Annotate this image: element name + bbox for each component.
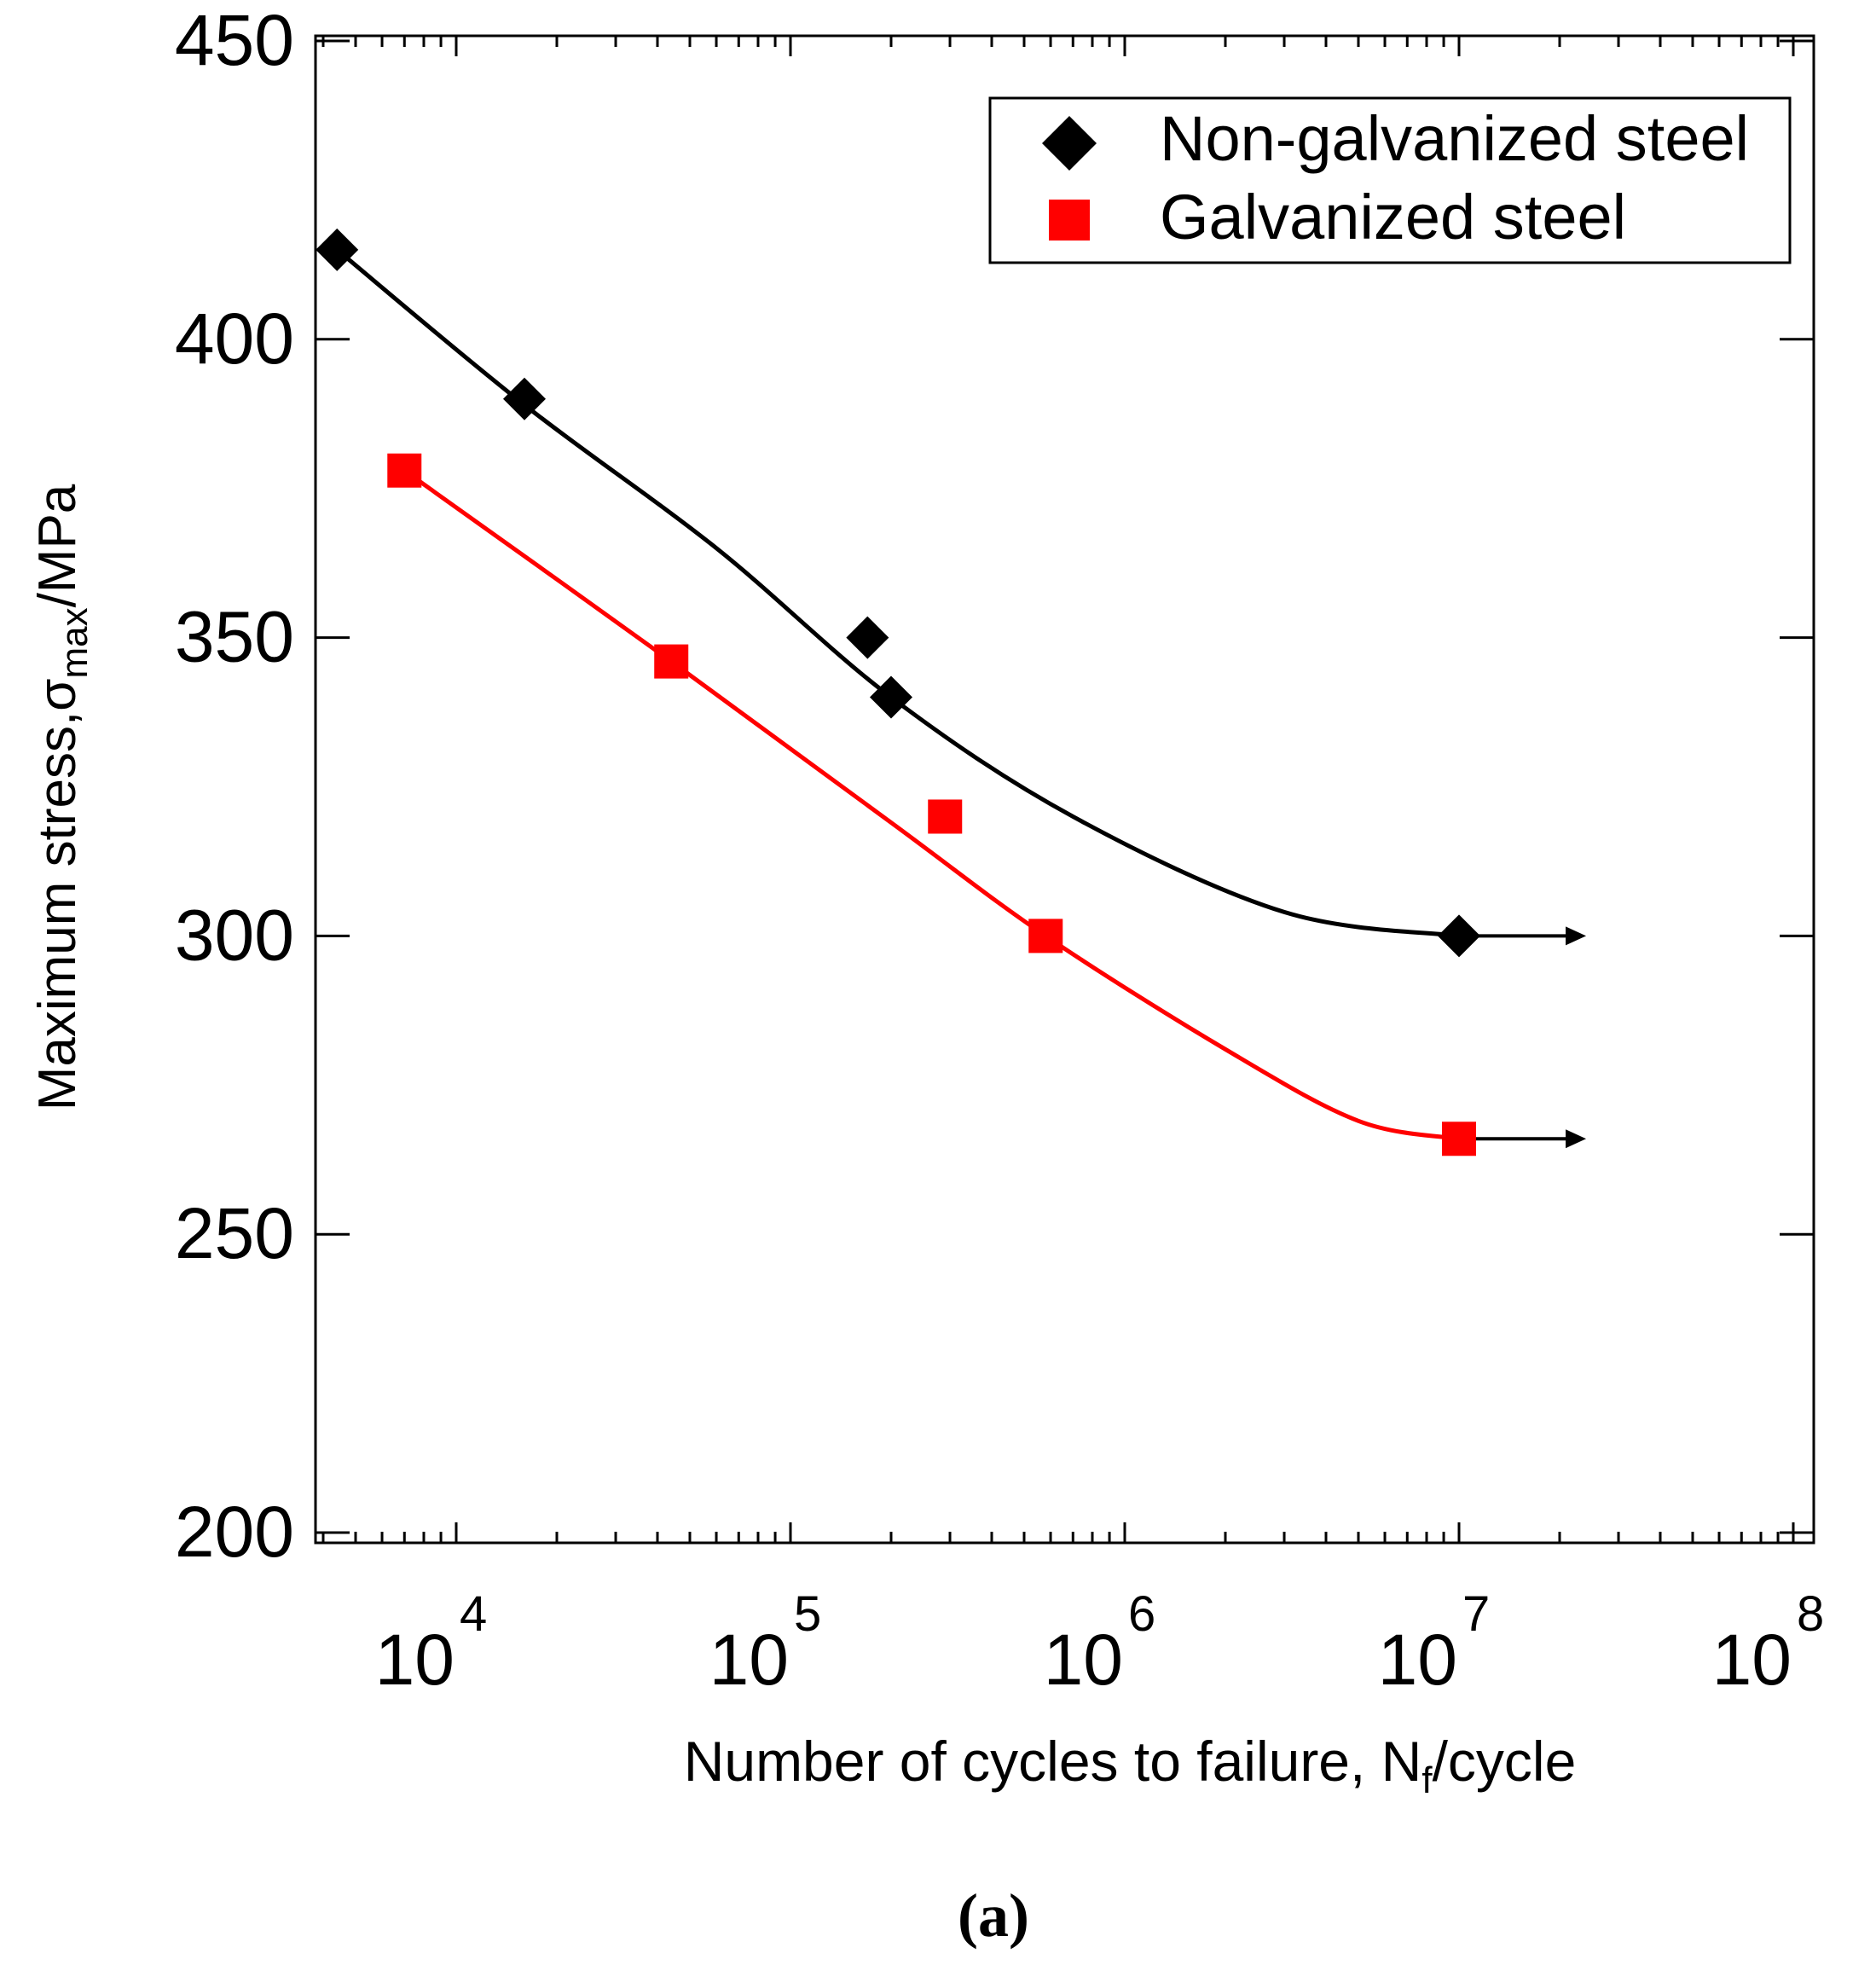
legend-label-non-galvanized: Non-galvanized steel <box>1160 103 1749 174</box>
data-point-galvanized <box>928 799 963 834</box>
legend-diamond-icon <box>1042 116 1097 171</box>
x-tick-label-base: 10 <box>1378 1620 1457 1700</box>
runout-arrows <box>1459 926 1587 1149</box>
y-tick-label: 300 <box>175 895 294 975</box>
panel-label: (a) <box>958 1881 1029 1950</box>
y-tick-label: 350 <box>175 597 294 677</box>
legend-box <box>988 96 1792 264</box>
data-points <box>316 228 1480 1156</box>
data-point-non-galvanized <box>870 675 913 719</box>
x-tick-label-base: 10 <box>375 1620 455 1700</box>
x-tick-label-exponent: 6 <box>1128 1586 1155 1642</box>
runout-arrowhead <box>1566 1129 1587 1149</box>
data-point-non-galvanized <box>503 377 547 420</box>
fit-curve-non-galvanized <box>335 247 1460 938</box>
x-tick-label-base: 10 <box>1044 1620 1123 1700</box>
runout-arrowhead <box>1566 926 1587 946</box>
data-point-galvanized <box>1442 1122 1476 1156</box>
x-tick-label-exponent: 4 <box>460 1586 487 1642</box>
x-tick-label-exponent: 8 <box>1797 1586 1824 1642</box>
y-axis-label-sub: max <box>54 607 96 678</box>
legend: Non-galvanized steel Galvanized steel <box>988 96 1792 264</box>
data-point-non-galvanized <box>846 616 889 659</box>
data-point-non-galvanized <box>316 228 359 271</box>
data-point-galvanized <box>654 644 689 679</box>
y-axis-label-suffix: /MPa <box>28 484 87 607</box>
x-tick-label-exponent: 5 <box>794 1586 821 1642</box>
y-axis-label-main: Maximum stress,σ <box>28 679 87 1111</box>
y-tick-label: 200 <box>175 1492 294 1572</box>
data-point-non-galvanized <box>1438 914 1480 958</box>
x-axis-label-sub: f <box>1421 1759 1433 1801</box>
legend-label-galvanized: Galvanized steel <box>1160 182 1626 252</box>
legend-square-icon <box>1049 200 1090 241</box>
y-axis-label: Maximum stress,σmax/MPa <box>28 484 96 1110</box>
y-tick-label: 450 <box>175 0 294 80</box>
data-point-galvanized <box>1028 919 1063 954</box>
axis-ticks <box>316 36 1814 1543</box>
x-axis-label-main: Number of cycles to failure, N <box>684 1730 1422 1793</box>
x-tick-label-base: 10 <box>1712 1620 1792 1700</box>
data-point-galvanized <box>387 453 422 488</box>
y-tick-label: 250 <box>175 1193 294 1273</box>
x-tick-label-exponent: 7 <box>1462 1586 1490 1642</box>
x-axis-label: Number of cycles to failure, Nf/cycle <box>684 1730 1577 1801</box>
x-axis-label-suffix: /cycle <box>1433 1730 1577 1793</box>
plot-frame <box>314 34 1815 1545</box>
y-tick-label: 400 <box>175 299 294 379</box>
x-tick-label-base: 10 <box>709 1620 789 1700</box>
y-tick-labels: 200 250 300 350 400 450 <box>175 0 294 1572</box>
fit-curve-galvanized <box>402 468 1460 1141</box>
